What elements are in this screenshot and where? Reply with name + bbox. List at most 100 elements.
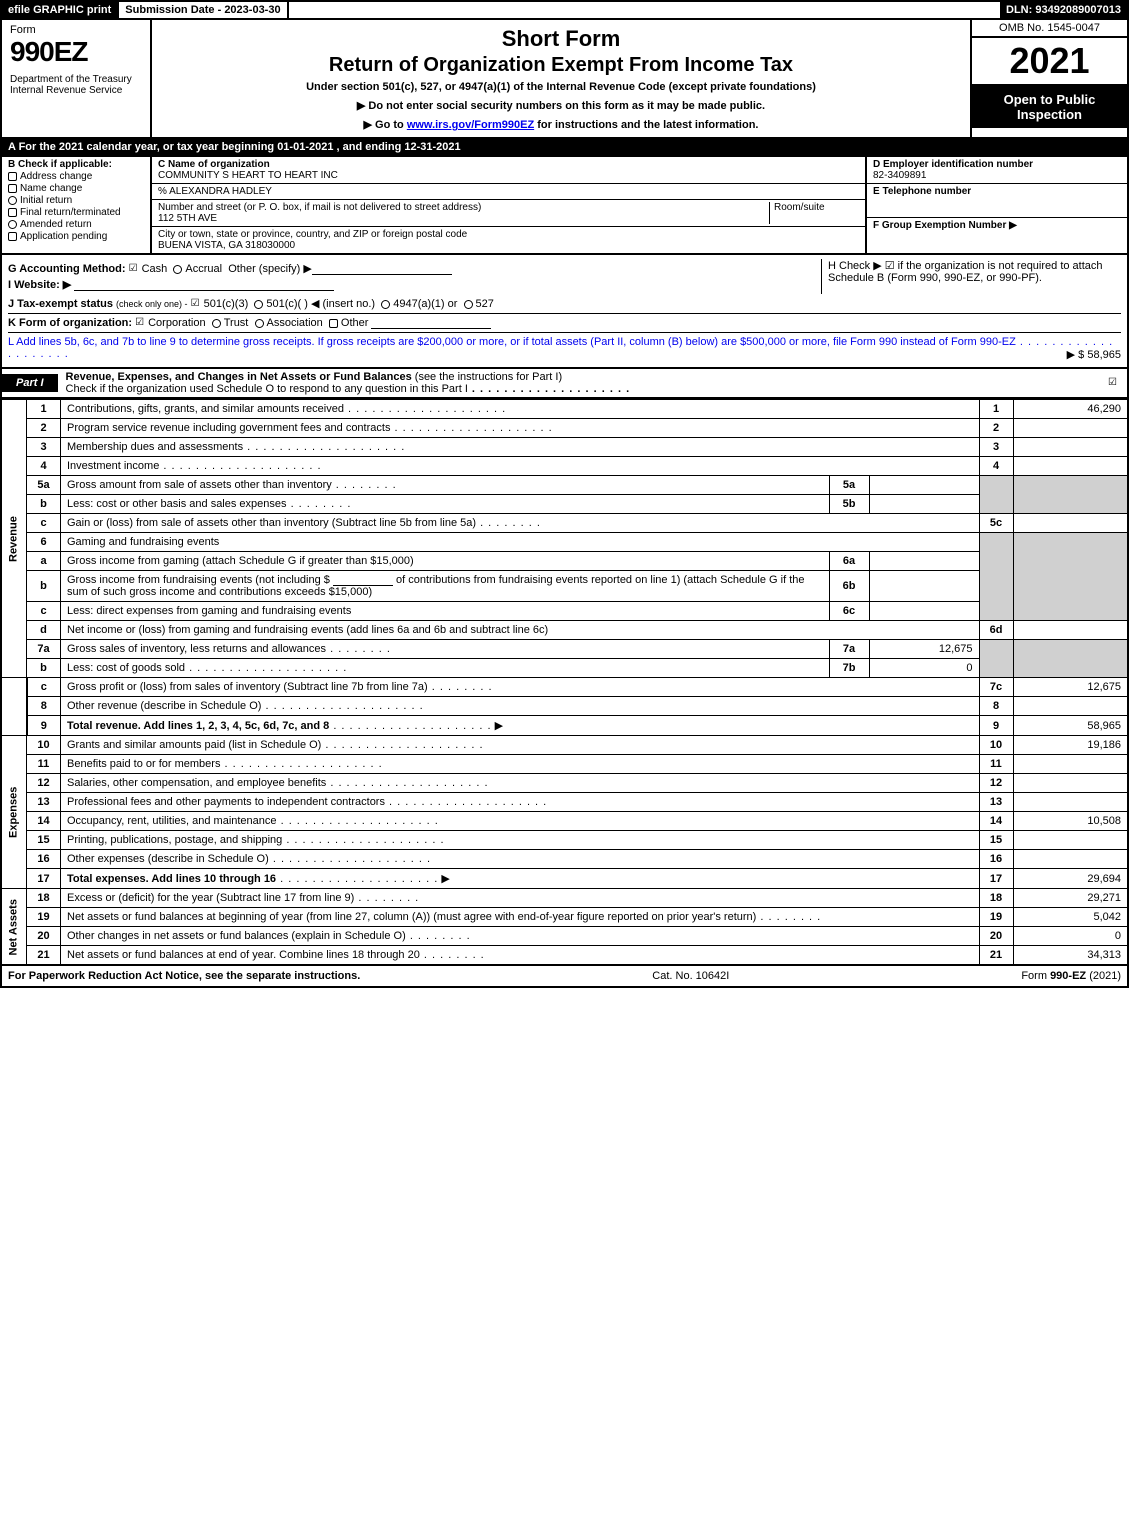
row-6-desc: Gaming and fundraising events xyxy=(61,533,980,552)
arrow-icon: ▶ xyxy=(441,873,449,885)
row-6a-innerval xyxy=(869,552,979,571)
row-15-value xyxy=(1013,831,1128,850)
row-1-value: 46,290 xyxy=(1013,400,1128,419)
row-5c-value xyxy=(1013,514,1128,533)
grey-6-val xyxy=(1013,533,1128,621)
row-21-desc: Net assets or fund balances at end of ye… xyxy=(67,949,420,961)
row-19-num: 19 xyxy=(27,908,61,927)
revenue-side-ext xyxy=(1,678,27,736)
row-15-refnum: 15 xyxy=(979,831,1013,850)
form-word: Form xyxy=(10,24,142,36)
row-6b-num: b xyxy=(27,571,61,602)
row-20-value: 0 xyxy=(1013,927,1128,946)
form-id-column: Form 990EZ Department of the Treasury In… xyxy=(2,20,152,137)
row-4-refnum: 4 xyxy=(979,457,1013,476)
row-12-num: 12 xyxy=(27,774,61,793)
c-name-label: C Name of organization xyxy=(158,159,270,170)
chk-association[interactable] xyxy=(255,319,264,328)
footer-left: For Paperwork Reduction Act Notice, see … xyxy=(8,970,360,982)
irs-link[interactable]: www.irs.gov/Form990EZ xyxy=(407,119,534,131)
chk-amended-return[interactable]: Amended return xyxy=(8,219,144,230)
chk-final-return[interactable]: Final return/terminated xyxy=(8,207,144,218)
row-5a-num: 5a xyxy=(27,476,61,495)
row-10-refnum: 10 xyxy=(979,736,1013,755)
row-6c-innernum: 6c xyxy=(829,602,869,621)
line-k: K Form of organization: ☑Corporation Tru… xyxy=(8,313,1121,329)
row-15-desc: Printing, publications, postage, and shi… xyxy=(67,834,282,846)
row-12-refnum: 12 xyxy=(979,774,1013,793)
department-label: Department of the Treasury Internal Reve… xyxy=(10,74,142,96)
row-1-num: 1 xyxy=(27,400,61,419)
row-5a-innerval xyxy=(869,476,979,495)
row-20-num: 20 xyxy=(27,927,61,946)
street-label: Number and street (or P. O. box, if mail… xyxy=(158,202,481,213)
line-l: L Add lines 5b, 6c, and 7b to line 9 to … xyxy=(8,332,1121,360)
row-17-value: 29,694 xyxy=(1013,869,1128,889)
row-1-refnum: 1 xyxy=(979,400,1013,419)
chk-address-change[interactable]: Address change xyxy=(8,171,144,182)
line-a: A For the 2021 calendar year, or tax yea… xyxy=(0,139,1129,157)
header-info-row: B Check if applicable: Address change Na… xyxy=(0,157,1129,255)
grey-7ab-val xyxy=(1013,640,1128,678)
efile-print[interactable]: efile GRAPHIC print xyxy=(2,2,119,18)
line-h: H Check ▶ ☑ if the organization is not r… xyxy=(821,259,1121,294)
short-form-heading: Short Form xyxy=(162,26,960,52)
row-7c-desc: Gross profit or (loss) from sales of inv… xyxy=(67,681,428,693)
row-5b-desc: Less: cost or other basis and sales expe… xyxy=(67,498,287,510)
row-21-refnum: 21 xyxy=(979,946,1013,966)
row-15-num: 15 xyxy=(27,831,61,850)
grey-6 xyxy=(979,533,1013,621)
row-14-value: 10,508 xyxy=(1013,812,1128,831)
tax-year: 2021 xyxy=(972,38,1127,86)
street: 112 5TH AVE xyxy=(158,213,217,224)
row-2-refnum: 2 xyxy=(979,419,1013,438)
chk-527[interactable] xyxy=(464,300,473,309)
row-8-refnum: 8 xyxy=(979,697,1013,716)
row-7b-innerval: 0 xyxy=(869,659,979,678)
grey-5ab-val xyxy=(1013,476,1128,514)
chk-trust[interactable] xyxy=(212,319,221,328)
chk-accrual[interactable] xyxy=(173,265,182,274)
submission-date: Submission Date - 2023-03-30 xyxy=(119,2,288,18)
row-5b-num: b xyxy=(27,495,61,514)
row-2-value xyxy=(1013,419,1128,438)
row-3-num: 3 xyxy=(27,438,61,457)
row-6c-innerval xyxy=(869,602,979,621)
chk-4947[interactable] xyxy=(381,300,390,309)
chk-501c3[interactable]: ☑ xyxy=(191,299,201,309)
row-3-refnum: 3 xyxy=(979,438,1013,457)
row-17-refnum: 17 xyxy=(979,869,1013,889)
row-12-desc: Salaries, other compensation, and employ… xyxy=(67,777,326,789)
row-13-desc: Professional fees and other payments to … xyxy=(67,796,385,808)
city-state-zip: BUENA VISTA, GA 318030000 xyxy=(158,240,295,251)
chk-other[interactable] xyxy=(329,319,338,328)
row-2-num: 2 xyxy=(27,419,61,438)
chk-cash[interactable]: ☑ xyxy=(129,264,139,274)
title-block: Form 990EZ Department of the Treasury In… xyxy=(0,20,1129,139)
chk-name-change[interactable]: Name change xyxy=(8,183,144,194)
line-j: J Tax-exempt status (check only one) - ☑… xyxy=(8,297,1121,310)
row-7a-num: 7a xyxy=(27,640,61,659)
row-13-value xyxy=(1013,793,1128,812)
row-7c-num: c xyxy=(27,678,61,697)
row-8-num: 8 xyxy=(27,697,61,716)
row-6c-desc: Less: direct expenses from gaming and fu… xyxy=(67,605,351,617)
row-10-num: 10 xyxy=(27,736,61,755)
row-8-desc: Other revenue (describe in Schedule O) xyxy=(67,700,261,712)
row-14-desc: Occupancy, rent, utilities, and maintena… xyxy=(67,815,277,827)
title-center: Short Form Return of Organization Exempt… xyxy=(152,20,972,137)
form-number: 990EZ xyxy=(10,36,142,68)
row-6c-num: c xyxy=(27,602,61,621)
chk-501c[interactable] xyxy=(254,300,263,309)
line-i: I Website: ▶ xyxy=(8,278,821,291)
chk-corporation[interactable]: ☑ xyxy=(135,318,145,328)
row-11-value xyxy=(1013,755,1128,774)
chk-initial-return[interactable]: Initial return xyxy=(8,195,144,206)
row-13-num: 13 xyxy=(27,793,61,812)
row-19-desc: Net assets or fund balances at beginning… xyxy=(67,911,756,923)
chk-application-pending[interactable]: Application pending xyxy=(8,231,144,242)
section-b: B Check if applicable: Address change Na… xyxy=(2,157,152,253)
chk-schedule-o-part1[interactable]: ☑ xyxy=(1108,378,1118,388)
gross-receipts-amount: ▶ $ 58,965 xyxy=(1067,348,1121,361)
room-suite-label: Room/suite xyxy=(769,202,859,224)
